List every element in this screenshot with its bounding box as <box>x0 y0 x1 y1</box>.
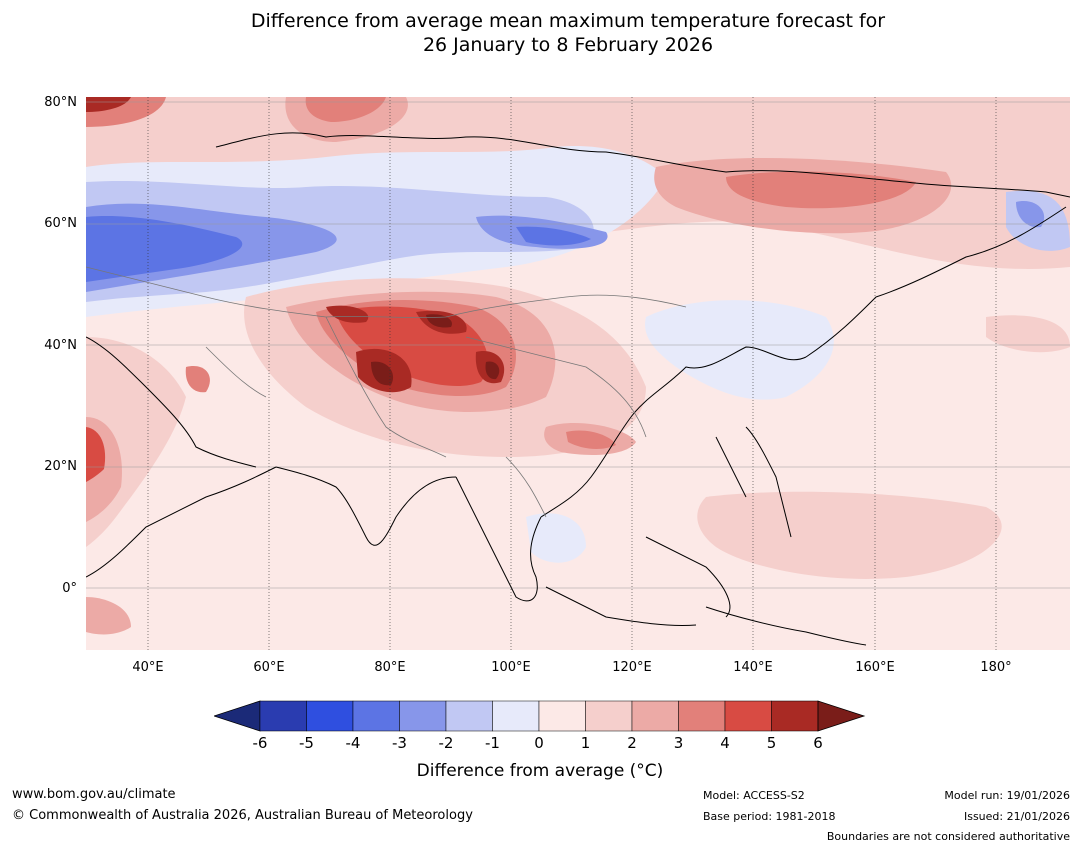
colorbar-cell <box>538 700 586 732</box>
lat-label-80n: 80°N <box>44 95 77 110</box>
colorbar-cell <box>399 700 447 732</box>
lat-label-60n: 60°N <box>44 216 77 231</box>
colorbar-cell <box>445 700 493 732</box>
model-run: Model run: 19/01/2026 <box>944 789 1070 802</box>
colorbar-tick-label: 3 <box>673 734 684 752</box>
colorbar-cell <box>631 700 679 732</box>
colorbar-tick-label: -1 <box>485 734 500 752</box>
colorbar <box>214 700 866 732</box>
colorbar-cell <box>724 700 772 732</box>
colorbar-tick-label: 4 <box>720 734 730 752</box>
colorbar-tick-label: 1 <box>580 734 591 752</box>
website-link[interactable]: www.bom.gov.au/climate <box>12 787 176 802</box>
colorbar-cell <box>771 700 819 732</box>
lon-label-60e: 60°E <box>253 660 285 675</box>
colorbar-tick-label: 2 <box>627 734 637 752</box>
lat-label-20n: 20°N <box>44 459 77 474</box>
title-line-1: Difference from average mean maximum tem… <box>250 10 886 32</box>
colorbar-cell <box>492 700 540 732</box>
lon-label-100e: 100°E <box>491 660 531 675</box>
colorbar-tick-label: 6 <box>813 734 823 752</box>
colorbar-tick-label: -5 <box>299 734 314 752</box>
lon-label-120e: 120°E <box>612 660 652 675</box>
colorbar-tick-label: -3 <box>392 734 407 752</box>
colorbar-tick-label: 0 <box>534 734 544 752</box>
map-canvas <box>86 97 1070 650</box>
title-line-2: 26 January to 8 February 2026 <box>422 34 714 56</box>
lat-label-0: 0° <box>62 581 77 596</box>
forecast-map <box>86 97 1070 650</box>
issued-date: Issued: 21/01/2026 <box>963 810 1070 823</box>
colorbar-cell <box>259 700 307 732</box>
colorbar-cell <box>306 700 354 732</box>
lat-label-40n: 40°N <box>44 338 77 353</box>
colorbar-cell <box>678 700 726 732</box>
colorbar-tick-label: 5 <box>766 734 777 752</box>
model-name: Model: ACCESS-S2 <box>703 789 805 802</box>
lon-label-80e: 80°E <box>374 660 406 675</box>
colorbar-tick-label: -2 <box>438 734 454 752</box>
colorbar-tick-label: -6 <box>252 734 268 752</box>
base-period: Base period: 1981-2018 <box>703 810 836 823</box>
colorbar-cell <box>585 700 633 732</box>
lon-label-180: 180° <box>980 660 1012 675</box>
colorbar-tick-label: -4 <box>345 734 361 752</box>
lon-label-140e: 140°E <box>733 660 773 675</box>
lon-label-40e: 40°E <box>132 660 164 675</box>
colorbar-extend-high <box>817 700 866 732</box>
boundaries-disclaimer: Boundaries are not considered authoritat… <box>826 830 1070 843</box>
lon-label-160e: 160°E <box>855 660 895 675</box>
colorbar-label: Difference from average (°C) <box>416 761 664 781</box>
colorbar-extend-low <box>214 700 261 732</box>
colorbar-cell <box>352 700 400 732</box>
chart-title: Difference from average mean maximum tem… <box>0 9 1081 57</box>
copyright-text: © Commonwealth of Australia 2026, Austra… <box>12 808 473 823</box>
